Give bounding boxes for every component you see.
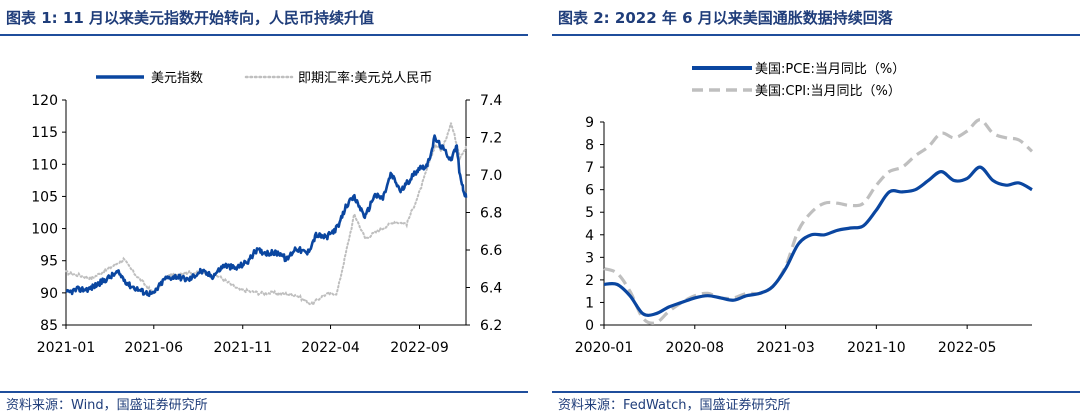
y-left-tick-label: 105 (31, 189, 58, 205)
y-tick-label: 8 (585, 138, 594, 154)
x-tick-label: 2020-08 (666, 340, 725, 356)
y-right-tick-label: 6.2 (480, 318, 502, 334)
y-left-tick-label: 85 (40, 318, 58, 334)
y-left-tick-label: 90 (40, 286, 58, 302)
x-tick-label: 2021-06 (125, 340, 184, 356)
legend-label-usdcny: 即期汇率:美元兑人民币 (298, 70, 432, 86)
y-left-tick-label: 110 (31, 157, 58, 173)
y-tick-label: 6 (585, 183, 594, 199)
legend-label-dollar-index: 美元指数 (151, 71, 203, 86)
y-left-tick-label: 100 (31, 222, 58, 238)
y-left-tick-label: 120 (31, 93, 58, 109)
x-tick-label: 2021-11 (213, 340, 272, 356)
left-figure-panel: 图表 1: 11 月以来美元指数开始转向，人民币持续升值 85 90 95 100 10… (0, 0, 528, 418)
y-right-tick-label: 7.0 (480, 168, 502, 184)
y-tick-label: 1 (585, 295, 594, 311)
x-tick-label: 2022-04 (301, 340, 360, 356)
y-right-tick-label: 7.4 (480, 93, 502, 109)
left-source-note: 资料来源：Wind，国盛证券研究所 (6, 398, 208, 413)
y-right-tick-label: 6.8 (480, 206, 502, 222)
right-figure-title: 图表 2: 2022 年 6 月以来美国通胀数据持续回落 (558, 9, 893, 27)
right-figure-panel: 图表 2: 2022 年 6 月以来美国通胀数据持续回落 0 1 2 3 4 5 6 7 8 9 2… (552, 0, 1080, 418)
y-tick-label: 0 (585, 318, 594, 334)
legend-label-cpi: 美国:CPI:当月同比（%） (755, 84, 901, 99)
legend-label-pce: 美国:PCE:当月同比（%） (755, 62, 905, 77)
y-left-tick-label: 115 (31, 125, 58, 141)
y-tick-label: 9 (585, 115, 594, 131)
left-title-rule (0, 34, 528, 36)
right-chart: 0 1 2 3 4 5 6 7 8 9 2020-01 2020-08 2021-03 2021-10 20… (575, 62, 1034, 356)
series-line-usdcny (65, 122, 467, 308)
x-tick-label: 2021-01 (37, 340, 96, 356)
x-tick-label: 2022-05 (938, 340, 997, 356)
x-tick-label: 2022-09 (390, 340, 449, 356)
series-line-dollar-index (65, 134, 468, 297)
y-right-tick-label: 6.4 (480, 281, 502, 297)
y-tick-label: 7 (585, 160, 594, 176)
y-right-tick-label: 6.6 (480, 243, 502, 259)
right-source-rule (552, 391, 1080, 393)
left-figure-title: 图表 1: 11 月以来美元指数开始转向，人民币持续升值 (6, 9, 374, 27)
y-right-tick-label: 7.2 (480, 131, 502, 147)
y-left-tick-label: 95 (40, 254, 58, 270)
series-line-pce (603, 165, 1033, 317)
left-source-rule (0, 391, 528, 393)
right-source-note: 资料来源：FedWatch，国盛证券研究所 (558, 398, 791, 413)
y-tick-label: 2 (585, 273, 594, 289)
left-chart: 85 90 95 100 105 110 115 120 6.2 6.4 6.6 6.8 7.0 7.2 7… (31, 70, 502, 356)
y-tick-label: 4 (585, 228, 594, 244)
x-tick-label: 2020-01 (575, 340, 634, 356)
y-tick-label: 5 (585, 205, 594, 221)
y-tick-label: 3 (585, 250, 594, 266)
series-line-cpi (603, 118, 1034, 325)
right-title-rule (552, 34, 1080, 36)
x-tick-label: 2021-03 (756, 340, 815, 356)
x-tick-label: 2021-10 (847, 340, 906, 356)
